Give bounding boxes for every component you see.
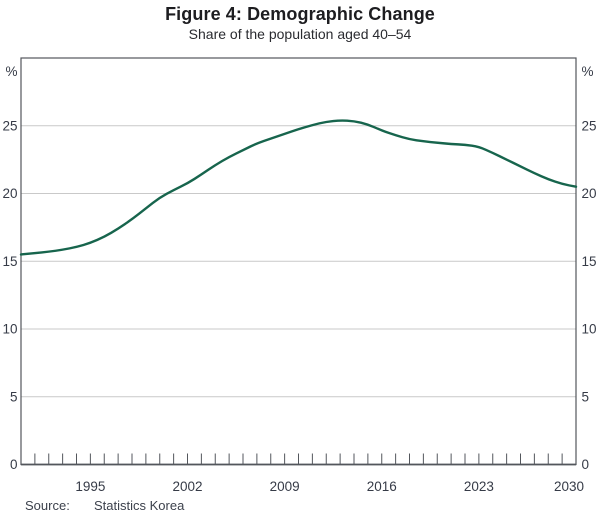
y-axis-unit-right: % — [582, 64, 594, 79]
figure-subtitle: Share of the population aged 40–54 — [188, 26, 412, 42]
x-axis-label-2030: 2030 — [554, 479, 584, 494]
y-axis-label-right-25: 25 — [582, 118, 597, 133]
y-axis-label-right-15: 15 — [582, 254, 597, 269]
x-axis-label-2002: 2002 — [172, 479, 202, 494]
y-axis-label-right-10: 10 — [582, 322, 597, 337]
x-axis-label-2016: 2016 — [367, 479, 397, 494]
y-axis-label-left-25: 25 — [2, 118, 17, 133]
y-axis-label-right-5: 5 — [582, 389, 590, 404]
series-line — [19, 119, 578, 256]
source-label: Source: — [25, 498, 70, 513]
y-axis-label-right-0: 0 — [582, 457, 590, 472]
y-axis-label-left-15: 15 — [2, 254, 17, 269]
y-axis-unit-left: % — [5, 64, 17, 79]
source-value: Statistics Korea — [94, 498, 185, 513]
y-axis-label-left-0: 0 — [10, 457, 18, 472]
source-line: Source: Statistics Korea — [0, 498, 600, 516]
x-axis-label-1995: 1995 — [75, 479, 105, 494]
figure-title: Figure 4: Demographic Change — [165, 4, 435, 24]
x-axis-label-2009: 2009 — [270, 479, 300, 494]
y-axis-label-left-5: 5 — [10, 389, 18, 404]
y-axis-label-right-20: 20 — [582, 186, 597, 201]
y-axis-label-left-10: 10 — [2, 322, 17, 337]
x-axis-label-2023: 2023 — [464, 479, 494, 494]
y-axis-label-left-20: 20 — [2, 186, 17, 201]
